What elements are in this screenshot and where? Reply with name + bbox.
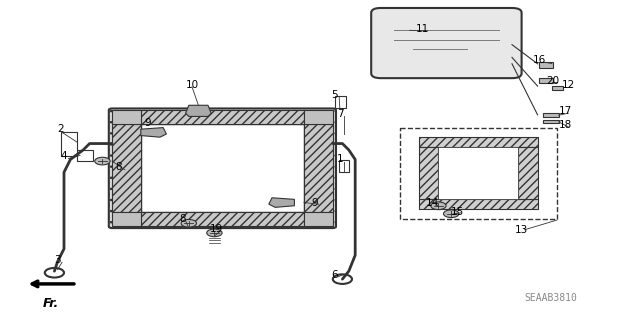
Bar [543,113,559,117]
Text: 11: 11 [416,24,429,34]
Bar [304,212,333,226]
Text: 5: 5 [331,90,337,100]
Bar [518,147,538,199]
Text: 17: 17 [559,106,572,116]
Circle shape [95,157,110,165]
Bar [61,132,77,156]
Text: SEAAB3810: SEAAB3810 [525,293,578,303]
Text: 4: 4 [61,151,67,161]
Text: 10: 10 [186,79,198,90]
Bar [539,62,553,68]
Circle shape [207,229,222,237]
Text: 6: 6 [331,270,337,280]
Bar [112,110,141,124]
Text: 3: 3 [54,255,61,265]
Bar [112,212,141,226]
FancyBboxPatch shape [371,8,522,78]
Text: 8: 8 [115,162,122,173]
Text: 14: 14 [426,197,438,208]
Circle shape [181,219,196,227]
Circle shape [444,210,459,218]
Text: 1: 1 [337,154,344,165]
Bar [438,147,518,199]
Text: 12: 12 [562,80,575,91]
Polygon shape [186,105,211,116]
Bar [141,110,304,124]
Text: 13: 13 [515,225,528,235]
Text: 8: 8 [179,213,186,224]
Text: 20: 20 [546,76,559,86]
Bar [304,124,333,212]
Circle shape [431,202,446,210]
Bar [419,199,538,209]
Polygon shape [269,198,294,207]
Bar [141,124,304,212]
Bar [141,212,304,226]
Text: 15: 15 [451,207,464,217]
FancyBboxPatch shape [109,108,336,228]
Text: 9: 9 [144,118,150,128]
Bar [112,124,141,212]
Polygon shape [141,128,166,137]
Bar [335,96,346,108]
Bar [77,150,93,161]
Bar [543,120,559,123]
Text: 9: 9 [312,197,318,208]
Text: 19: 19 [210,224,223,234]
Text: 18: 18 [559,120,572,130]
Text: 2: 2 [58,124,64,134]
Bar [552,86,563,90]
Bar [304,110,333,124]
Text: Fr.: Fr. [43,297,60,310]
Bar [400,128,557,219]
Text: 7: 7 [337,109,344,119]
Text: 16: 16 [533,55,546,65]
Bar [419,137,538,147]
Bar [419,147,438,199]
Bar [539,78,553,83]
Bar [339,160,349,172]
